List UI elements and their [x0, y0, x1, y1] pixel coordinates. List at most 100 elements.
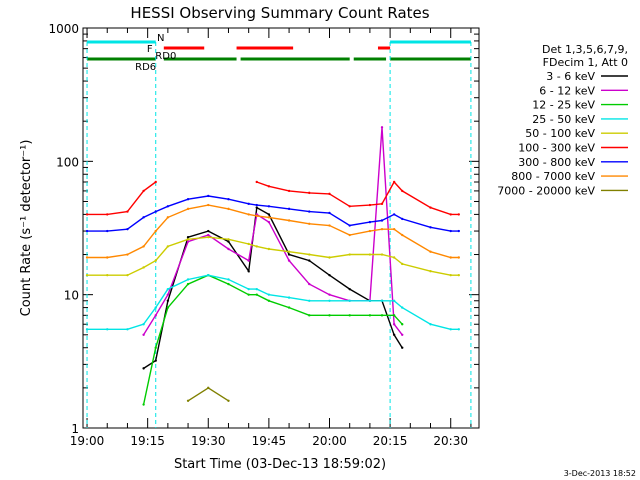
- data-point: [255, 287, 258, 291]
- data-point: [457, 273, 460, 277]
- data-point: [401, 306, 404, 309]
- data-point: [267, 213, 271, 216]
- data-point: [267, 216, 271, 219]
- data-point: [166, 245, 170, 248]
- data-point: [142, 323, 145, 326]
- data-point: [207, 386, 210, 390]
- timestamp: 3-Dec-2013 18:52: [564, 469, 636, 478]
- data-point: [267, 205, 271, 208]
- data-point: [368, 220, 372, 224]
- data-point: [85, 273, 89, 277]
- data-point: [401, 323, 404, 326]
- data-point: [392, 333, 396, 337]
- data-point: [392, 256, 396, 259]
- data-point: [368, 314, 372, 317]
- data-point: [429, 226, 432, 229]
- data-point: [267, 247, 271, 251]
- data-point: [429, 250, 432, 253]
- data-point: [186, 197, 190, 201]
- data-point: [227, 238, 230, 241]
- data-point: [267, 293, 271, 296]
- data-point: [308, 210, 311, 213]
- data-point: [392, 323, 396, 326]
- data-point: [457, 213, 460, 216]
- data-point: [380, 227, 384, 231]
- data-point: [255, 180, 258, 184]
- data-point: [106, 213, 109, 216]
- data-point: [287, 306, 291, 309]
- data-point: [85, 328, 89, 331]
- data-point: [449, 328, 452, 331]
- data-point: [186, 282, 190, 286]
- data-point: [85, 213, 89, 216]
- data-point: [166, 287, 170, 291]
- data-point: [154, 210, 157, 213]
- x-axis-label: Start Time (03-Dec-13 18:59:02): [174, 457, 386, 472]
- series-line: [87, 195, 459, 232]
- y-tick-label: 10: [64, 289, 79, 303]
- data-point: [308, 222, 311, 226]
- series-line: [87, 181, 157, 216]
- data-point: [227, 197, 230, 201]
- data-point: [287, 259, 291, 262]
- legend-entry-label: 7000 - 20000 keV: [497, 184, 595, 197]
- data-point: [308, 253, 311, 256]
- flag-label: F: [147, 44, 153, 55]
- data-point: [348, 224, 351, 227]
- flag-label: RD0: [155, 51, 176, 62]
- data-point: [142, 333, 145, 337]
- data-point: [255, 245, 258, 248]
- data-point: [401, 217, 404, 221]
- x-tick-label: 19:30: [191, 434, 226, 448]
- data-point: [227, 282, 230, 286]
- data-point: [267, 185, 271, 188]
- data-point: [328, 211, 331, 215]
- data-point: [126, 273, 129, 277]
- data-point: [368, 299, 372, 302]
- data-point: [328, 192, 331, 196]
- data-point: [348, 233, 351, 237]
- data-point: [255, 214, 258, 218]
- data-point: [368, 253, 372, 256]
- data-point: [142, 189, 145, 193]
- data-point: [186, 235, 190, 239]
- data-point: [247, 287, 250, 291]
- y-axis-label: Count Rate (s⁻¹ detector⁻¹): [19, 140, 34, 317]
- legend-entry-label: 12 - 25 keV: [532, 99, 595, 112]
- data-point: [328, 273, 331, 277]
- data-point: [449, 229, 452, 233]
- data-point: [449, 273, 452, 277]
- data-point: [348, 253, 351, 256]
- legend-entry-label: 300 - 800 keV: [518, 156, 595, 169]
- data-point: [126, 210, 129, 213]
- data-point: [380, 253, 384, 256]
- data-point: [154, 359, 157, 362]
- data-point: [429, 206, 432, 209]
- data-point: [227, 399, 230, 402]
- data-point: [392, 227, 396, 231]
- data-point: [287, 189, 291, 193]
- data-point: [247, 259, 250, 262]
- data-point: [154, 180, 157, 184]
- data-point: [457, 328, 460, 331]
- data-point: [392, 213, 396, 216]
- data-point: [106, 328, 109, 331]
- data-point: [126, 328, 129, 331]
- data-point: [429, 269, 432, 273]
- data-point: [457, 256, 460, 259]
- data-point: [85, 256, 89, 259]
- data-point: [401, 346, 404, 349]
- data-point: [106, 229, 109, 233]
- data-point: [401, 189, 404, 193]
- legend-entry-label: 6 - 12 keV: [539, 84, 595, 97]
- data-point: [287, 219, 291, 222]
- legend: Det 1,3,5,6,7,9, FDecim 1, Att 0 3 - 6 k…: [497, 43, 628, 197]
- x-tick-label: 19:15: [130, 434, 165, 448]
- y-tick-label: 1: [71, 422, 79, 436]
- data-point: [287, 207, 291, 211]
- data-point: [154, 346, 157, 349]
- data-point: [154, 314, 157, 317]
- data-point: [308, 299, 311, 302]
- data-point: [380, 299, 384, 302]
